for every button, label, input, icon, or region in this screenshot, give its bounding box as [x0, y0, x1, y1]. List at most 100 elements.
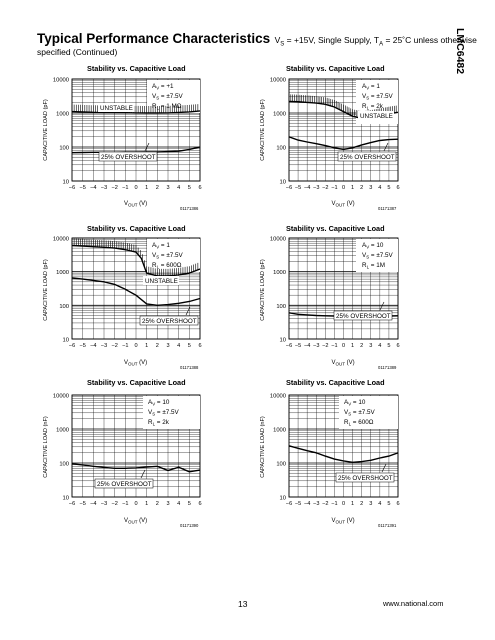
- overshoot-label-bg: [98, 151, 158, 162]
- x-tick-label: 3: [369, 501, 372, 507]
- y-tick-label: 10: [63, 338, 69, 344]
- x-tick-label: 3: [369, 185, 372, 191]
- x-tick-label: 3: [166, 343, 169, 349]
- overshoot-label: 25% OVERSHOOT: [338, 475, 393, 482]
- x-tick-label: 0: [134, 501, 137, 507]
- chart-title: Stability vs. Capacitive Load: [286, 64, 385, 73]
- x-tick-label: −5: [79, 185, 85, 191]
- y-tick-label: 10000: [53, 78, 69, 84]
- chart-4: Stability vs. Capacitive Load 25% OVERSHO…: [260, 224, 400, 370]
- condition-label: RL = 600Ω: [344, 419, 374, 427]
- condition-label: AV = 10: [148, 399, 170, 407]
- x-tick-label: 1: [351, 501, 354, 507]
- x-axis-label: VOUT (V): [332, 360, 355, 367]
- unstable-label: UNSTABLE: [145, 278, 178, 285]
- section-title-text: Typical Performance Characteristics: [37, 31, 271, 46]
- x-tick-label: −2: [111, 185, 117, 191]
- x-tick-label: −6: [286, 501, 292, 507]
- figure-id: 01171389: [378, 365, 397, 370]
- x-tick-label: 4: [177, 185, 180, 191]
- x-tick-label: 5: [188, 185, 191, 191]
- y-tick-label: 100: [276, 462, 286, 468]
- overshoot-label-bg: [139, 315, 199, 326]
- overshoot-arrow: [383, 142, 389, 152]
- y-tick-label: 10: [63, 180, 69, 186]
- condition-label: VS = ±7.5V: [152, 252, 184, 260]
- overshoot-label: 25% OVERSHOOT: [340, 154, 395, 161]
- part-number: LMC6482: [454, 28, 466, 75]
- condition-label: RL = 600Ω: [152, 262, 182, 270]
- y-tick-label: 100: [276, 304, 286, 310]
- y-tick-label: 100: [276, 146, 286, 152]
- chart-6: Stability vs. Capacitive Load 25% OVERSHO…: [260, 378, 400, 528]
- unstable-label: UNSTABLE: [360, 113, 393, 120]
- x-tick-label: 5: [387, 501, 390, 507]
- x-axis-label: VOUT (V): [124, 360, 147, 367]
- x-tick-label: −4: [90, 501, 96, 507]
- x-tick-label: −2: [322, 501, 328, 507]
- overshoot-arrow: [185, 306, 191, 316]
- x-tick-label: 3: [369, 343, 372, 349]
- condition-label: RL = 2k: [148, 419, 170, 427]
- x-tick-label: −3: [101, 185, 107, 191]
- overshoot-label-bg: [337, 151, 397, 162]
- x-tick-label: −6: [286, 343, 292, 349]
- chart-5: Stability vs. Capacitive Load 25% OVERSHO…: [43, 378, 202, 528]
- y-tick-label: 10000: [270, 237, 286, 243]
- condition-label: AV = 10: [344, 399, 366, 407]
- footer-url: www.national.com: [383, 599, 444, 608]
- x-tick-label: −4: [90, 185, 96, 191]
- x-tick-label: 6: [198, 343, 201, 349]
- annotation-box: [143, 396, 200, 429]
- overshoot-arrow: [379, 301, 385, 311]
- overshoot-arrow: [140, 469, 146, 479]
- plot-frame: [288, 78, 399, 182]
- test-conditions: VS = +15V, Single Supply, TA = 25˚C unle…: [274, 35, 477, 48]
- series-line-1: [71, 463, 201, 473]
- unstable-label-bg: [358, 111, 394, 120]
- y-axis-label: CAPACITIVE LOAD (pF): [43, 99, 49, 161]
- x-tick-label: −6: [286, 185, 292, 191]
- chart-1: Stability vs. Capacitive Load UNSTABLE 25%…: [43, 64, 202, 211]
- series-line-1: [71, 244, 201, 277]
- y-tick-label: 10000: [53, 394, 69, 400]
- unstable-label-bg: [98, 103, 134, 112]
- x-tick-label: 4: [378, 343, 381, 349]
- condition-label: VS = ±7.5V: [362, 93, 394, 101]
- y-axis-label: CAPACITIVE LOAD (nF): [260, 416, 266, 478]
- x-tick-label: −6: [69, 185, 75, 191]
- plot-frame: [71, 78, 201, 182]
- x-tick-label: 2: [360, 343, 363, 349]
- x-tick-label: −5: [295, 343, 301, 349]
- chart-title: Stability vs. Capacitive Load: [87, 64, 186, 73]
- y-tick-label: 10: [280, 496, 286, 502]
- page-number: 13: [238, 599, 248, 609]
- x-tick-label: 4: [177, 343, 180, 349]
- x-tick-label: −2: [111, 343, 117, 349]
- x-tick-label: −3: [313, 501, 319, 507]
- chart-3: Stability vs. Capacitive Load UNSTABLE 25%…: [43, 224, 202, 370]
- chart-title: Stability vs. Capacitive Load: [286, 378, 385, 387]
- x-tick-label: 6: [396, 343, 399, 349]
- annotation-box: [356, 239, 398, 272]
- figure-id: 01171386: [180, 206, 199, 211]
- x-axis-label: VOUT (V): [332, 518, 355, 525]
- x-tick-label: 5: [188, 343, 191, 349]
- overshoot-label-bg: [335, 472, 395, 483]
- unstable-hatch: [71, 238, 199, 276]
- section-subtitle: specified (Continued): [37, 47, 118, 57]
- x-tick-label: −4: [90, 343, 96, 349]
- section-title: Typical Performance Characteristics VS =…: [37, 30, 477, 48]
- x-tick-label: 1: [145, 343, 148, 349]
- condition-label: VS = ±7.5V: [152, 93, 184, 101]
- y-tick-label: 10000: [53, 237, 69, 243]
- x-tick-label: −2: [322, 343, 328, 349]
- figure-id: 01171387: [378, 206, 397, 211]
- unstable-label: UNSTABLE: [100, 105, 133, 112]
- plot-frame: [71, 237, 201, 340]
- x-tick-label: 0: [134, 343, 137, 349]
- x-tick-label: −5: [295, 501, 301, 507]
- x-tick-label: 2: [360, 185, 363, 191]
- overshoot-label: 25% OVERSHOOT: [142, 318, 197, 325]
- x-tick-label: −1: [331, 185, 337, 191]
